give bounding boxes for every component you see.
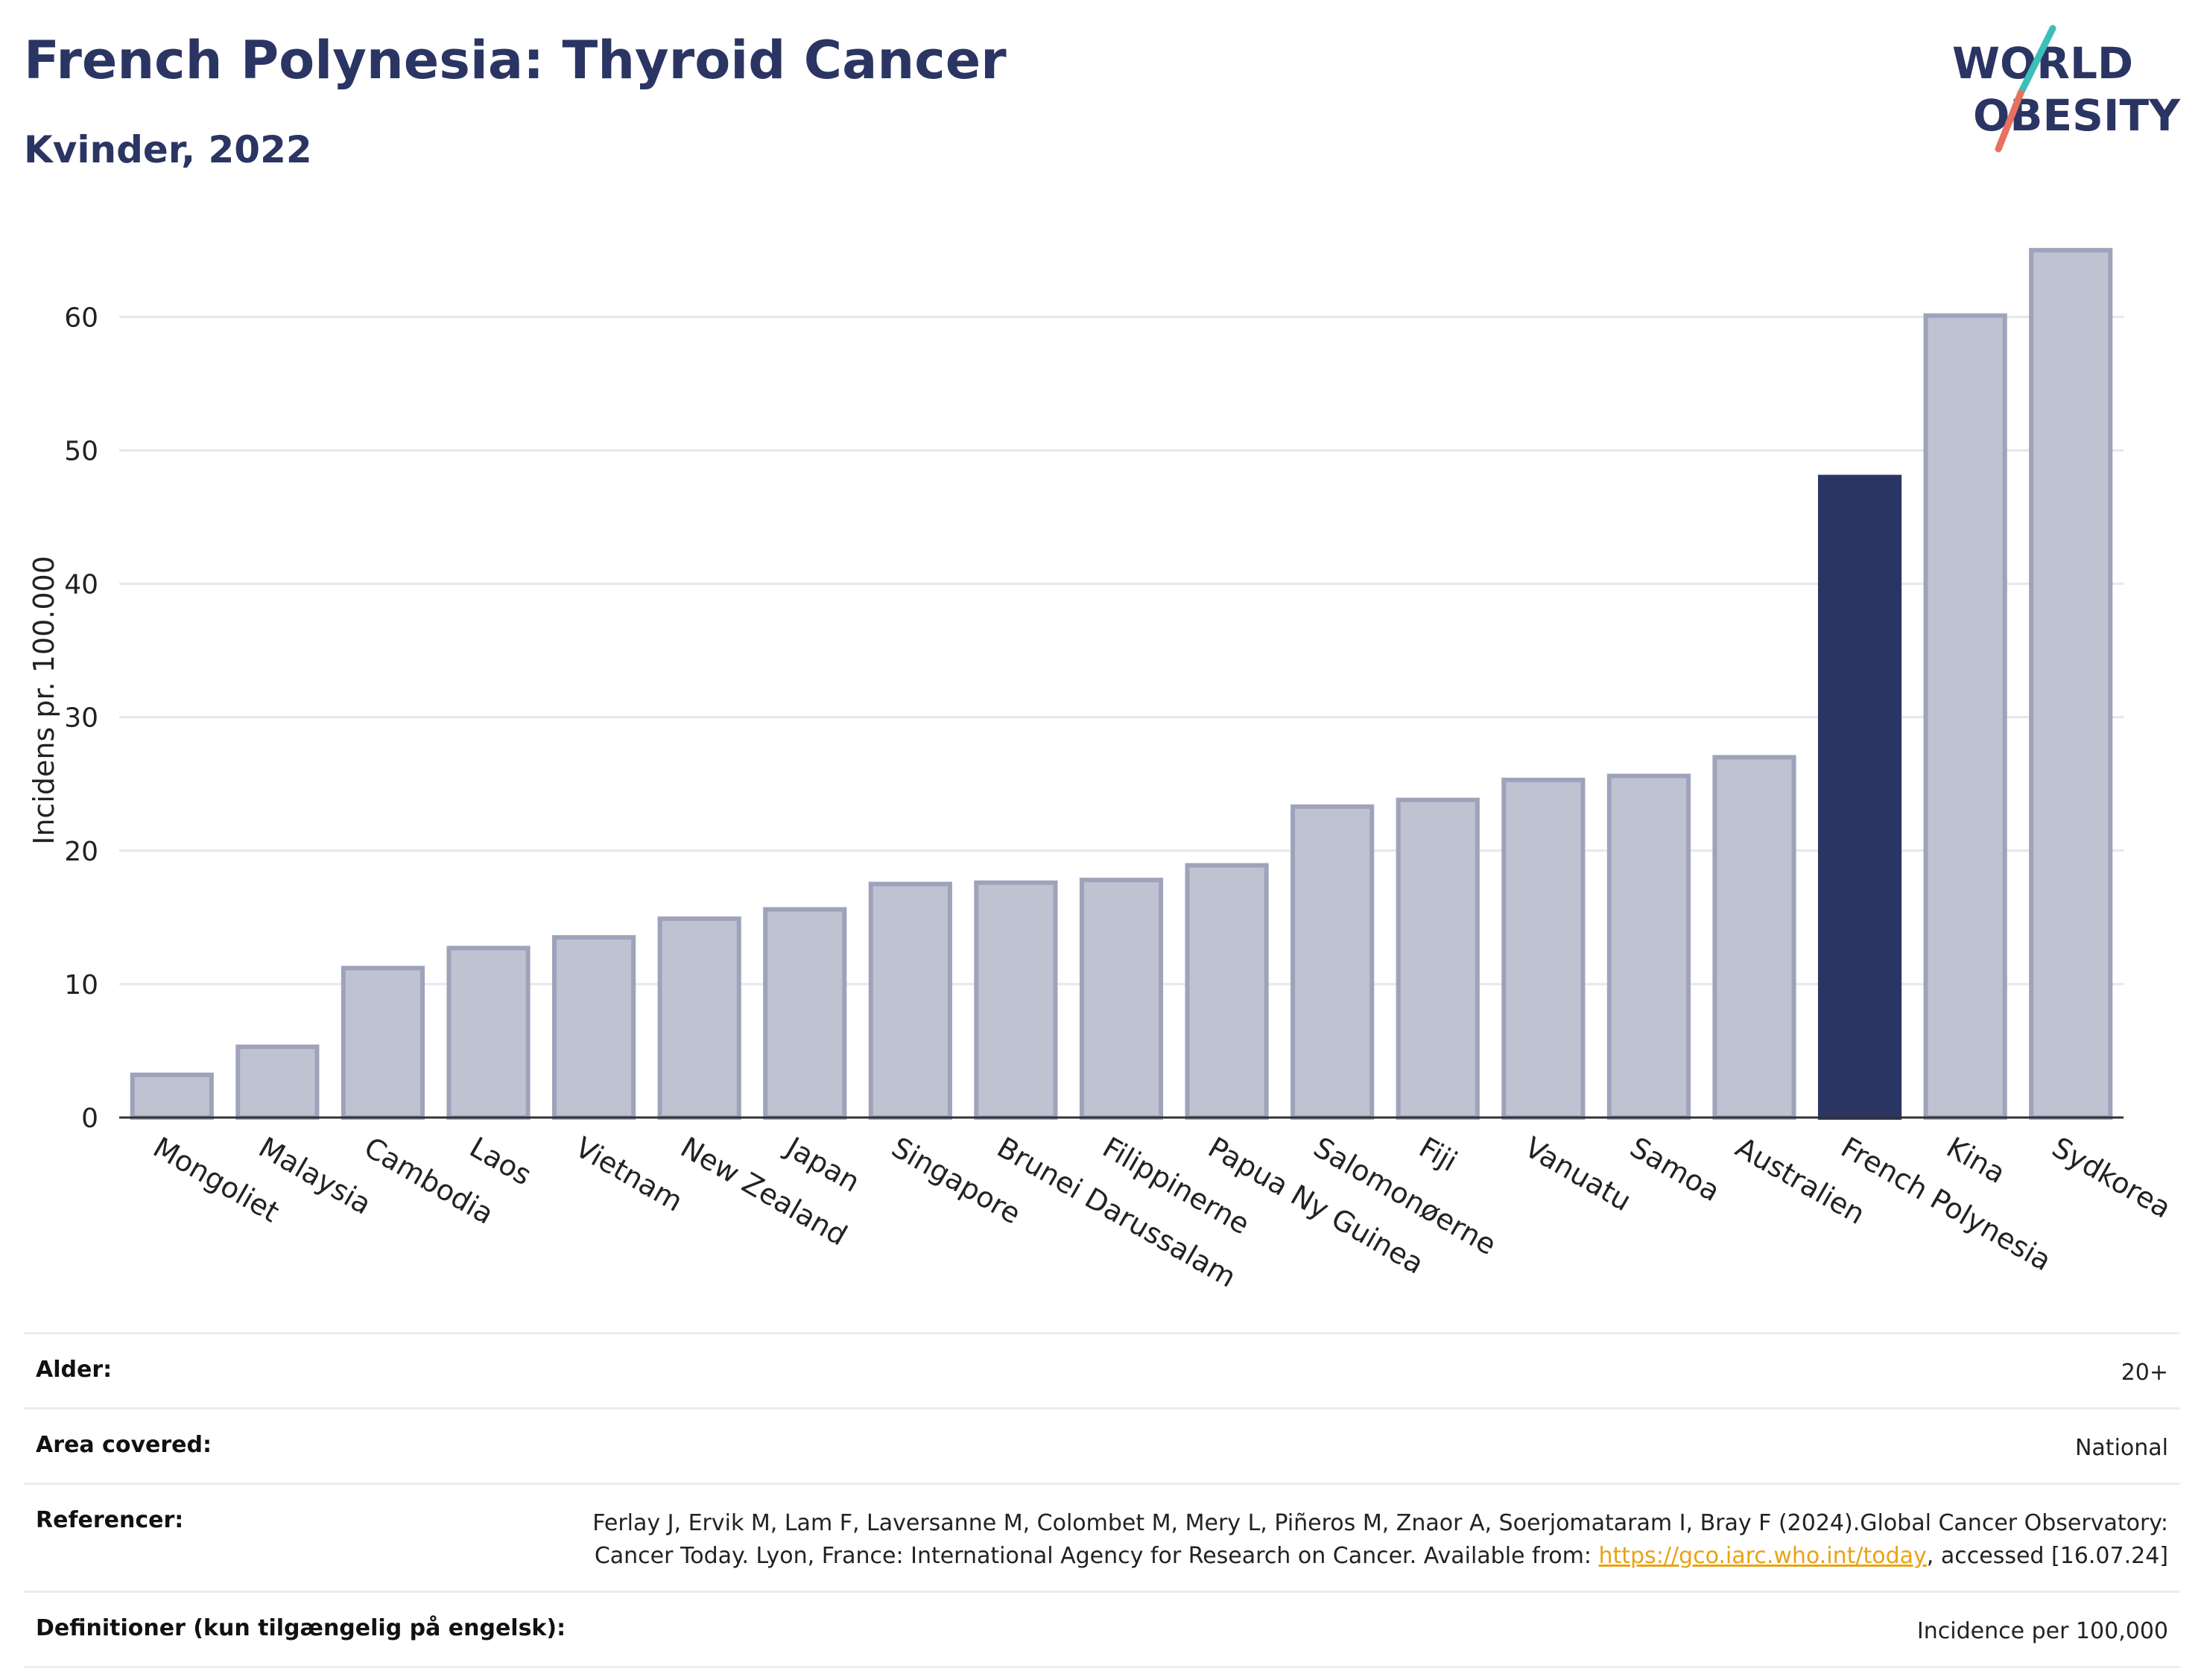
bar-filippinerne[interactable] [1079,878,1164,1120]
reference-text: Ferlay J, Ervik M, Lam F, Laversanne M, … [592,1510,2168,1569]
meta-value: Incidence per 100,000 [1916,1618,2168,1644]
bar-sydkorea[interactable] [2029,247,2113,1120]
reference-accessed: , accessed [16.07.24] [1926,1543,2168,1569]
y-tick-label: 40 [64,570,98,600]
y-tick-label: 60 [64,302,98,333]
x-tick-label: Fiji [1413,1131,1463,1178]
reference-link[interactable]: https://gco.iarc.who.int/today [1598,1543,1927,1569]
y-axis-ticks: 0 10 20 30 40 50 60 [64,302,98,1134]
x-tick-label: Vietnam [570,1131,688,1218]
bar-mongoliet[interactable] [130,1072,214,1120]
meta-row-area: Area covered: National [24,1407,2180,1483]
bar-new-zealand[interactable] [657,916,741,1120]
bar-laos[interactable] [446,945,531,1120]
meta-label: Definitioner (kun tilgængelig på engelsk… [36,1615,566,1641]
bar-japan[interactable] [763,907,847,1120]
y-tick-label: 30 [64,703,98,734]
x-tick-label: Kina [1941,1131,2011,1191]
bar-fiji[interactable] [1396,797,1480,1120]
meta-label: Referencer: [36,1507,184,1533]
x-tick-label: Laos [464,1131,537,1192]
bar-vietnam[interactable] [552,935,636,1120]
bars [130,247,2113,1120]
bar-brunei-darussalam[interactable] [974,880,1058,1120]
x-tick-label: Samoa [1624,1131,1725,1208]
bar-salomon-erne[interactable] [1291,804,1375,1120]
logo-slash-teal [2017,25,2056,97]
bar-australien[interactable] [1712,755,1796,1120]
meta-value: Ferlay J, Ervik M, Lam F, Laversanne M, … [566,1507,2168,1573]
bar-singapore[interactable] [868,881,952,1120]
bar-kina[interactable] [1923,313,2007,1120]
bar-french-polynesia[interactable] [1817,475,1902,1120]
y-axis-label: Incidens pr. 100.000 [28,556,60,845]
y-tick-label: 50 [64,436,98,466]
x-tick-label: Vanuatu [1519,1131,1637,1217]
logo-slash-coral [1995,89,2024,153]
metadata-table: Alder: 20+ Area covered: National Refere… [24,1332,2180,1668]
y-tick-label: 0 [81,1103,98,1134]
chart-subtitle: Kvinder, 2022 [24,128,312,171]
meta-row-definitions: Definitioner (kun tilgængelig på engelsk… [24,1591,2180,1668]
meta-label: Alder: [36,1357,113,1383]
world-obesity-logo: WORLD OBESITY [1952,25,2181,153]
bar-papua-ny-guinea[interactable] [1185,863,1269,1120]
x-tick-label: Sydkorea [2047,1131,2177,1225]
meta-value: 20+ [2121,1360,2168,1386]
meta-row-references: Referencer: Ferlay J, Ervik M, Lam F, La… [24,1483,2180,1591]
bar-cambodia[interactable] [341,966,425,1120]
y-tick-label: 20 [64,837,98,867]
chart-title: French Polynesia: Thyroid Cancer [24,30,1007,91]
meta-row-age: Alder: 20+ [24,1332,2180,1407]
y-tick-label: 10 [64,970,98,1001]
bar-samoa[interactable] [1606,773,1691,1120]
meta-value: National [2074,1435,2168,1461]
meta-label: Area covered: [36,1432,212,1458]
bar-malaysia[interactable] [235,1045,320,1120]
bar-vanuatu[interactable] [1501,777,1586,1120]
